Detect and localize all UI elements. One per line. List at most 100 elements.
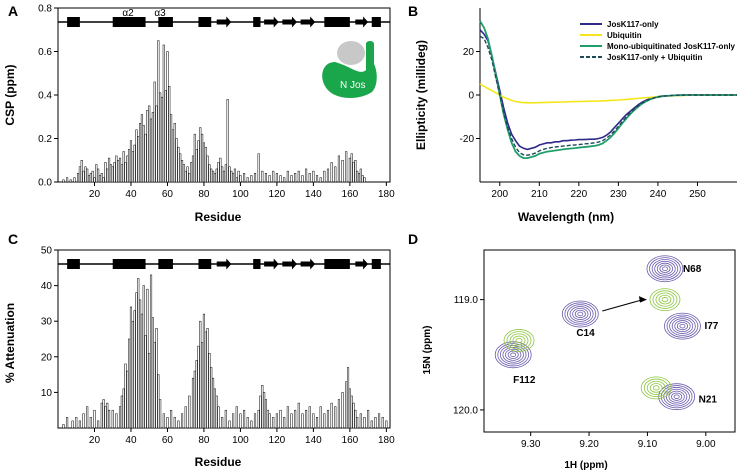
panel-a-bar [361,175,364,183]
panel-d-contour-green [652,385,660,391]
panel-a-bar [350,153,353,183]
panel-c-bar [128,338,131,429]
panel-a-bar [80,160,83,183]
panel-a-bar [217,162,220,183]
panel-d-xtick-label: 9.20 [579,439,599,450]
panel-c-bar [115,413,118,429]
panel-a-bar [168,86,171,183]
ubiquitin-shape [337,41,365,65]
panel-a-bar [334,166,337,183]
panel-c: C 20 40 60 80 100 120 140 160 180 10 20 30 40 50 Resi… [3,231,395,469]
panel-a-bar [166,51,169,183]
panel-c-bar [337,399,340,429]
panel-a-bar [108,157,111,183]
panel-c-bar [264,399,268,429]
panel-c-bar [135,292,138,429]
panel-a-bar [275,173,278,183]
panel-a-bar [213,173,216,183]
panel-c-bar [224,409,227,429]
panel-a-strand-arrow [216,16,232,28]
panel-c-bar [202,313,205,429]
panel-a-bar [162,44,165,183]
panel-c-bar [201,342,204,429]
panel-a-bar [160,96,164,183]
panel-d-peak-label: I77 [704,321,718,332]
panel-d-contour-purple [505,348,522,361]
panel-c-bar [212,377,215,429]
panel-c-bar [159,399,162,429]
panel-c-bar [153,342,156,429]
panel-a-bar [82,170,85,183]
panel-c-xtick-label: 40 [125,435,137,446]
panel-d-contour-purple [669,316,696,336]
panel-c-bar [263,392,266,429]
panel-c-bar [100,402,103,429]
panel-d-label: D [408,231,418,247]
panel-a-bar [352,162,355,183]
panel-c-bar [199,320,202,429]
panel-a-bar [131,151,134,183]
panel-d-contour-green [661,297,669,303]
panel-a-bar [89,173,92,183]
panel-c-bar [89,417,92,429]
panel-a-xtick-label: 140 [305,189,322,200]
panel-d-contour-purple [671,318,694,334]
panel-c-bar [75,417,78,429]
panel-a-bar [243,173,246,183]
panel-d-contour-purple [577,311,584,317]
panel-a-bar [184,170,187,183]
panel-a-bar [195,149,198,183]
panel-a-bar [356,170,359,183]
panel-c-bar [102,399,105,429]
panel-d: D 9.30 9.20 9.10 9.00 119.0 120.0 N68 C14 I77 F11… [408,231,736,471]
panel-a-bar [204,146,207,183]
panel-c-bar [142,285,145,429]
panel-a-bar [326,168,330,183]
helix-label-a2: α2 [122,8,134,19]
panel-a-xlabel: Residue [195,210,242,224]
panel-d-contour-green [658,294,672,305]
panel-a-xtick-label: 160 [342,189,359,200]
panel-a-bar [106,168,109,183]
panel-a-bar [228,166,231,183]
panel-d-contour-purple [665,388,688,405]
panel-d-contour-green [649,383,663,393]
panel-c-bar [221,417,224,429]
panel-a-xtick-label: 40 [125,189,137,200]
panel-a-strand-arrow [282,16,297,28]
panel-d-contour-green [655,292,675,307]
panel-c-bar [378,413,381,429]
panel-c-bar [330,402,333,429]
panel-c-xtick-label: 80 [198,435,210,446]
panel-a-ylabel: CSP (ppm) [3,64,17,125]
panel-a-bar [232,173,235,183]
panel-a-bar [104,162,107,183]
panel-d-contour-purple [664,312,701,340]
panel-c-helix [253,259,261,269]
panel-c-bar [286,406,289,429]
panel-a-bar [159,92,162,183]
panel-d-contour-purple [666,314,699,338]
panel-d-xlabel: 1H (ppm) [564,460,607,471]
panel-a-bar [129,140,133,183]
panel-c-bar [341,392,344,429]
panel-a-bar [146,109,149,183]
panel-a-ytick-label: 0.8 [38,4,52,15]
panel-b-series-line-4 [479,35,737,156]
panel-d-contour-purple [679,323,686,329]
panel-a-ytick-label: 0.0 [38,178,52,189]
panel-a-bar [87,175,91,183]
panel-a-bar [250,175,253,183]
panel-a-bar [155,105,158,183]
panel-a-bar [206,155,209,183]
panel-c-bar [166,417,169,429]
panel-c-bar [197,345,200,429]
panel-c-strand-arrow [264,258,279,270]
panel-c-bar [155,328,158,429]
panel-a-bar [312,170,315,183]
panel-a-bar [237,170,240,183]
panel-a-bar [100,173,103,183]
panel-c-bar [346,367,350,429]
panel-c-bar [215,395,218,429]
panel-c-bar [305,409,308,429]
